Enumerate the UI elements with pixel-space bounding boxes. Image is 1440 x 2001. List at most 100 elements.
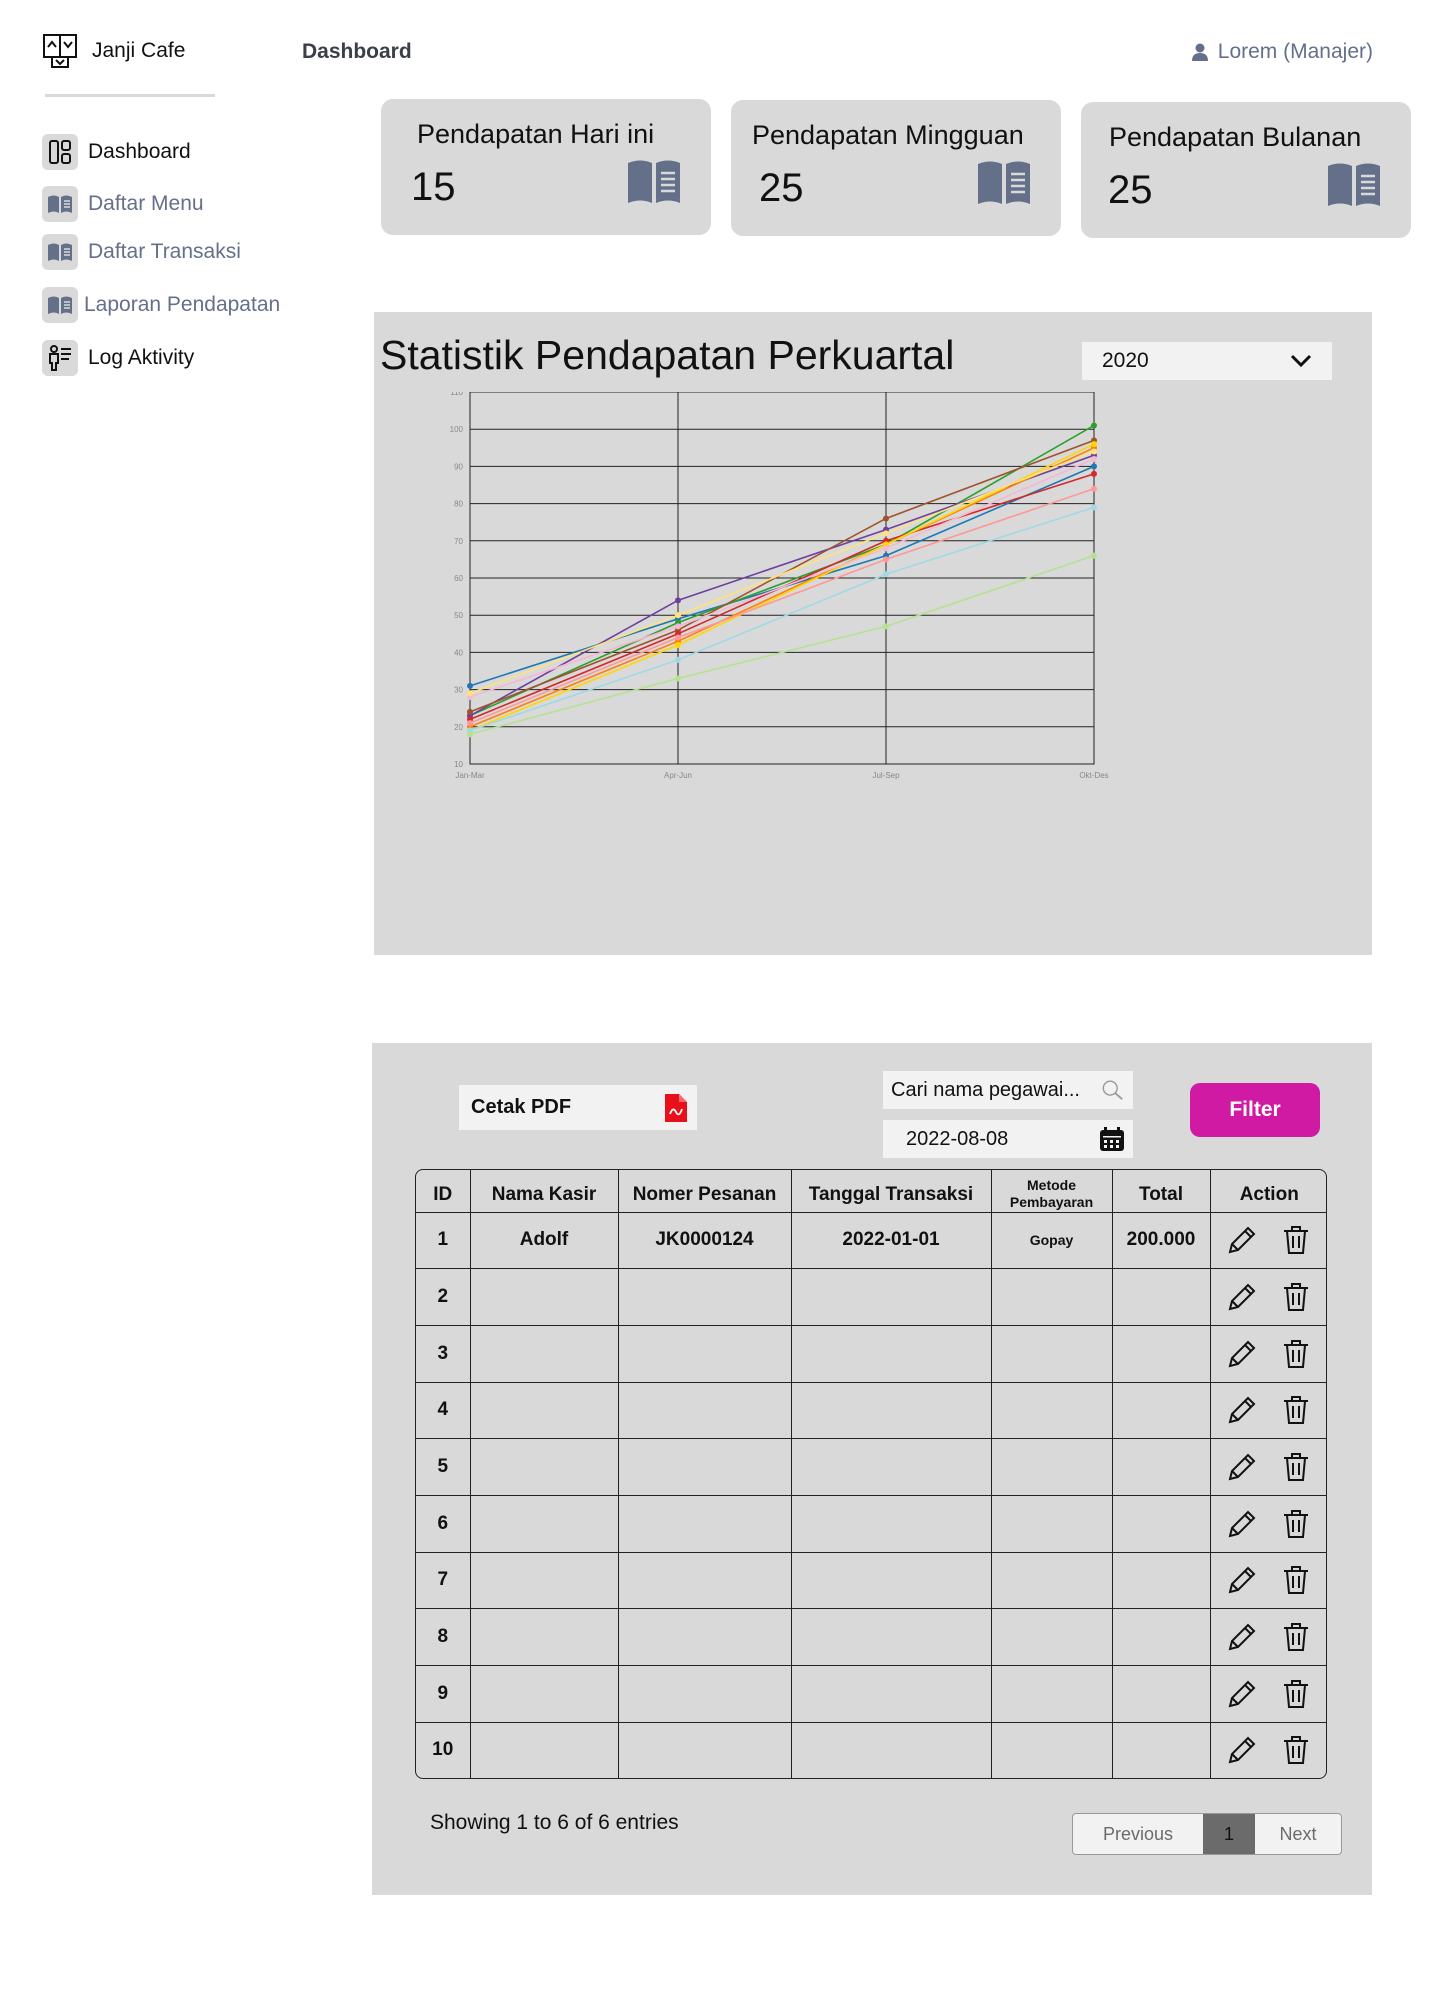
delete-trash-icon[interactable] (1280, 1621, 1312, 1653)
table-cell (791, 1495, 992, 1553)
table-cell (1112, 1552, 1211, 1610)
table-row[interactable]: 5 (416, 1438, 1326, 1496)
book-icon (42, 186, 78, 222)
table-row[interactable]: 10 (416, 1722, 1326, 1778)
table-cell (618, 1495, 792, 1553)
card-title: Pendapatan Bulanan (1109, 122, 1362, 152)
table-cell (791, 1268, 992, 1326)
edit-pencil-icon[interactable] (1226, 1224, 1258, 1256)
edit-pencil-icon[interactable] (1226, 1621, 1258, 1653)
sidebar-item-label: Dashboard (88, 140, 191, 163)
table-cell (791, 1552, 992, 1610)
entries-info: Showing 1 to 6 of 6 entries (430, 1811, 679, 1834)
search-input[interactable] (891, 1078, 1101, 1102)
table-cell (470, 1268, 619, 1326)
table-cell (791, 1382, 992, 1440)
data-point (1091, 448, 1097, 455)
data-point (1091, 441, 1097, 448)
date-value: 2022-08-08 (906, 1127, 1009, 1150)
table-cell (1112, 1268, 1211, 1326)
table-cell (791, 1325, 992, 1383)
series-line-3 (469, 454, 1095, 717)
action-cell (1210, 1382, 1326, 1440)
page-title: Dashboard (302, 40, 412, 63)
delete-trash-icon[interactable] (1280, 1451, 1312, 1483)
card-title: Pendapatan Mingguan (752, 120, 1024, 150)
date-field[interactable]: 2022-08-08 (883, 1120, 1133, 1158)
delete-trash-icon[interactable] (1280, 1281, 1312, 1313)
delete-trash-icon[interactable] (1280, 1394, 1312, 1426)
edit-pencil-icon[interactable] (1226, 1281, 1258, 1313)
table-cell (618, 1552, 792, 1610)
column-header[interactable]: Metode Pembayaran (991, 1170, 1113, 1213)
delete-trash-icon[interactable] (1280, 1224, 1312, 1256)
column-header[interactable]: ID (416, 1170, 471, 1213)
print-pdf-button[interactable]: Cetak PDF (459, 1085, 697, 1130)
edit-pencil-icon[interactable] (1226, 1734, 1258, 1766)
data-point (675, 612, 681, 619)
calendar-icon[interactable] (1099, 1126, 1125, 1152)
delete-trash-icon[interactable] (1280, 1338, 1312, 1370)
card-pendapatan-bulanan: Pendapatan Bulanan 25 (1081, 102, 1411, 238)
table-row[interactable]: 9 (416, 1665, 1326, 1723)
table-cell (1112, 1722, 1211, 1778)
delete-trash-icon[interactable] (1280, 1734, 1312, 1766)
x-tick-label: Apr-Jun (664, 771, 692, 780)
edit-pencil-icon[interactable] (1226, 1564, 1258, 1596)
edit-pencil-icon[interactable] (1226, 1508, 1258, 1540)
table-cell (1112, 1608, 1211, 1666)
column-header[interactable]: Total (1112, 1170, 1211, 1213)
table-cell (1112, 1665, 1211, 1723)
delete-trash-icon[interactable] (1280, 1508, 1312, 1540)
table-row[interactable]: 2 (416, 1268, 1326, 1326)
table-row[interactable]: 3 (416, 1325, 1326, 1383)
user-icon (1191, 43, 1208, 61)
y-tick-label: 60 (454, 574, 463, 583)
table-cell (1112, 1382, 1211, 1440)
sidebar-item-daftar-transaksi[interactable]: Daftar Transaksi (42, 234, 241, 270)
chart-panel: Statistik Pendapatan Perkuartal 2020 10 2… (374, 312, 1372, 955)
column-header[interactable]: Nama Kasir (470, 1170, 619, 1213)
edit-pencil-icon[interactable] (1226, 1394, 1258, 1426)
filter-button[interactable]: Filter (1190, 1083, 1320, 1137)
transactions-panel: Cetak PDF 2022-08-08 Filter ID Nama Kasi… (372, 1043, 1372, 1895)
previous-button[interactable]: Previous (1102, 1823, 1174, 1844)
table-row[interactable]: 1 Adolf JK0000124 2022-01-01 Gopay 200.000 (416, 1212, 1326, 1270)
table-cell (618, 1438, 792, 1496)
edit-pencil-icon[interactable] (1226, 1451, 1258, 1483)
table-row[interactable]: 6 (416, 1495, 1326, 1553)
user-menu[interactable]: Lorem (Manajer) (1190, 40, 1373, 64)
search-icon[interactable] (1101, 1078, 1125, 1102)
card-value: 25 (1108, 168, 1153, 212)
action-cell (1210, 1325, 1326, 1383)
card-value: 15 (411, 165, 456, 209)
next-button[interactable]: Next (1279, 1823, 1317, 1844)
sidebar-item-laporan-pendapatan[interactable]: Laporan Pendapatan (42, 287, 280, 323)
table-cell: 2022-01-01 (791, 1212, 992, 1270)
table-cell (618, 1268, 792, 1326)
column-header[interactable]: Nomer Pesanan (618, 1170, 792, 1213)
edit-pencil-icon[interactable] (1226, 1338, 1258, 1370)
year-select[interactable]: 2020 (1082, 342, 1332, 380)
edit-pencil-icon[interactable] (1226, 1678, 1258, 1710)
table-row[interactable]: 7 (416, 1552, 1326, 1610)
data-point (675, 623, 681, 630)
brand[interactable]: Janji Cafe (42, 33, 185, 69)
sidebar-item-daftar-menu[interactable]: Daftar Menu (42, 186, 204, 222)
table-row[interactable]: 8 (416, 1608, 1326, 1666)
delete-trash-icon[interactable] (1280, 1564, 1312, 1596)
table-cell (1112, 1438, 1211, 1496)
pdf-file-icon (665, 1093, 687, 1122)
page-1-button[interactable]: 1 (1203, 1814, 1255, 1854)
table-cell: 200.000 (1112, 1212, 1211, 1270)
y-tick-label: 110 (450, 392, 463, 397)
data-point (883, 545, 889, 552)
y-tick-label: 50 (454, 611, 463, 620)
sidebar-item-dashboard[interactable]: Dashboard (42, 134, 191, 170)
sidebar-item-log-aktivity[interactable]: Log Aktivity (42, 340, 194, 376)
column-header[interactable]: Tanggal Transaksi (791, 1170, 992, 1213)
delete-trash-icon[interactable] (1280, 1678, 1312, 1710)
table-cell (470, 1438, 619, 1496)
book-icon (978, 161, 1030, 204)
table-row[interactable]: 4 (416, 1382, 1326, 1440)
